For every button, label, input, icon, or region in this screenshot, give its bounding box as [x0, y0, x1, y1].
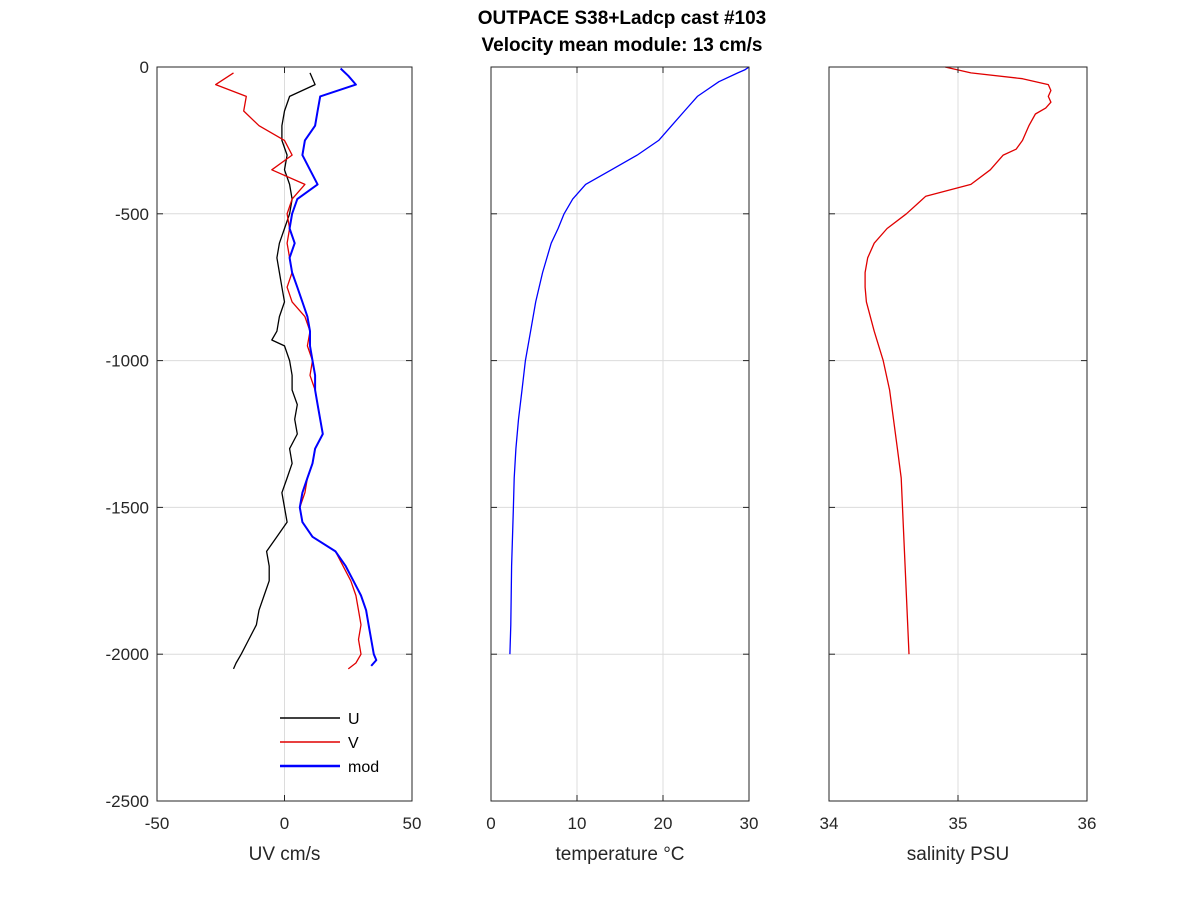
- uv-series-v-line: [215, 72, 362, 670]
- temperature-xtick-label-20: 20: [654, 814, 673, 833]
- chart-title-line-1: OUTPACE S38+Ladcp cast #103: [478, 8, 766, 29]
- temperature-axes-frame: [490, 66, 750, 802]
- salinity-xtick-label-35: 35: [949, 814, 968, 833]
- uv-legend-label-v: V: [348, 735, 359, 752]
- temperature-xtick-label-30: 30: [740, 814, 759, 833]
- uv-legend-label-u: U: [348, 711, 360, 728]
- temperature-xlabel: temperature °C: [555, 844, 684, 865]
- salinity-xtick-label-36: 36: [1078, 814, 1097, 833]
- salinity-xtick-label-34: 34: [820, 814, 839, 833]
- temperature-xtick-label-0: 0: [486, 814, 495, 833]
- uv-xlabel: UV cm/s: [249, 844, 321, 865]
- uv-legend-label-mod: mod: [348, 759, 379, 776]
- uv-xtick-label-50: -50: [145, 814, 170, 833]
- temperature-series-0-line: [509, 66, 750, 655]
- salinity-series-0-line: [864, 66, 1052, 655]
- salinity-xlabel: salinity PSU: [907, 844, 1009, 865]
- uv-ytick-label-1500: -1500: [106, 498, 149, 517]
- uv-ytick-label-1000: -1000: [106, 352, 149, 371]
- uv-ytick-label-500: -500: [115, 205, 149, 224]
- temperature-panel: 0 10 20 30 temperature °C: [486, 66, 759, 865]
- uv-series-u-line: [232, 72, 316, 670]
- chart-title-line-2: Velocity mean module: 13 cm/s: [482, 35, 763, 56]
- uv-ytick-label-2500: -2500: [106, 792, 149, 811]
- uv-ytick-label-0: 0: [140, 58, 149, 77]
- temperature-xtick-label-10: 10: [568, 814, 587, 833]
- uv-xtick-label-0: 0: [280, 814, 289, 833]
- uv-xtick-label-50: 50: [403, 814, 422, 833]
- uv-ytick-label-2000: -2000: [106, 645, 149, 664]
- uv-series-mod-line: [288, 67, 378, 667]
- salinity-panel: 34 35 36 salinity PSU: [820, 66, 1097, 865]
